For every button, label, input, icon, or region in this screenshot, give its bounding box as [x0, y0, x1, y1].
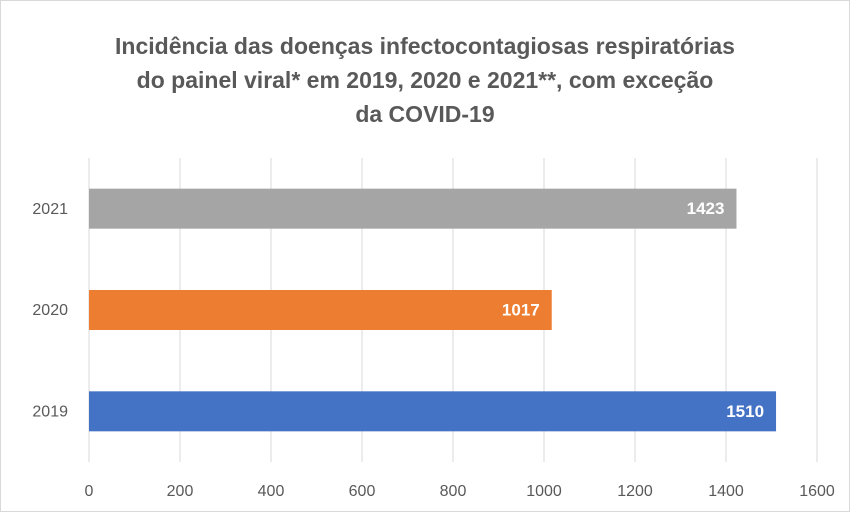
- x-tick-label: 1200: [617, 483, 653, 500]
- y-tick-label: 2019: [32, 404, 68, 421]
- bar: [89, 188, 737, 229]
- x-tick-label: 0: [85, 483, 94, 500]
- x-tick-label: 1400: [708, 483, 744, 500]
- x-tick-label: 400: [258, 483, 285, 500]
- x-tick-label: 600: [349, 483, 376, 500]
- y-tick-label: 2020: [32, 302, 68, 319]
- bar: [89, 290, 552, 330]
- y-tick-label: 2021: [32, 201, 68, 218]
- chart-title: da COVID-19: [355, 101, 494, 127]
- bar: [89, 391, 777, 432]
- chart-title: Incidência das doenças infectocontagiosa…: [115, 33, 735, 59]
- value-label: 1017: [502, 300, 540, 319]
- x-tick-label: 1600: [799, 483, 835, 500]
- x-tick-label: 1000: [526, 483, 562, 500]
- x-tick-label: 800: [440, 483, 467, 500]
- value-label: 1423: [687, 199, 725, 218]
- chart-title: do painel viral* em 2019, 2020 e 2021**,…: [137, 67, 714, 93]
- value-label: 1510: [726, 402, 764, 421]
- x-tick-label: 200: [167, 483, 194, 500]
